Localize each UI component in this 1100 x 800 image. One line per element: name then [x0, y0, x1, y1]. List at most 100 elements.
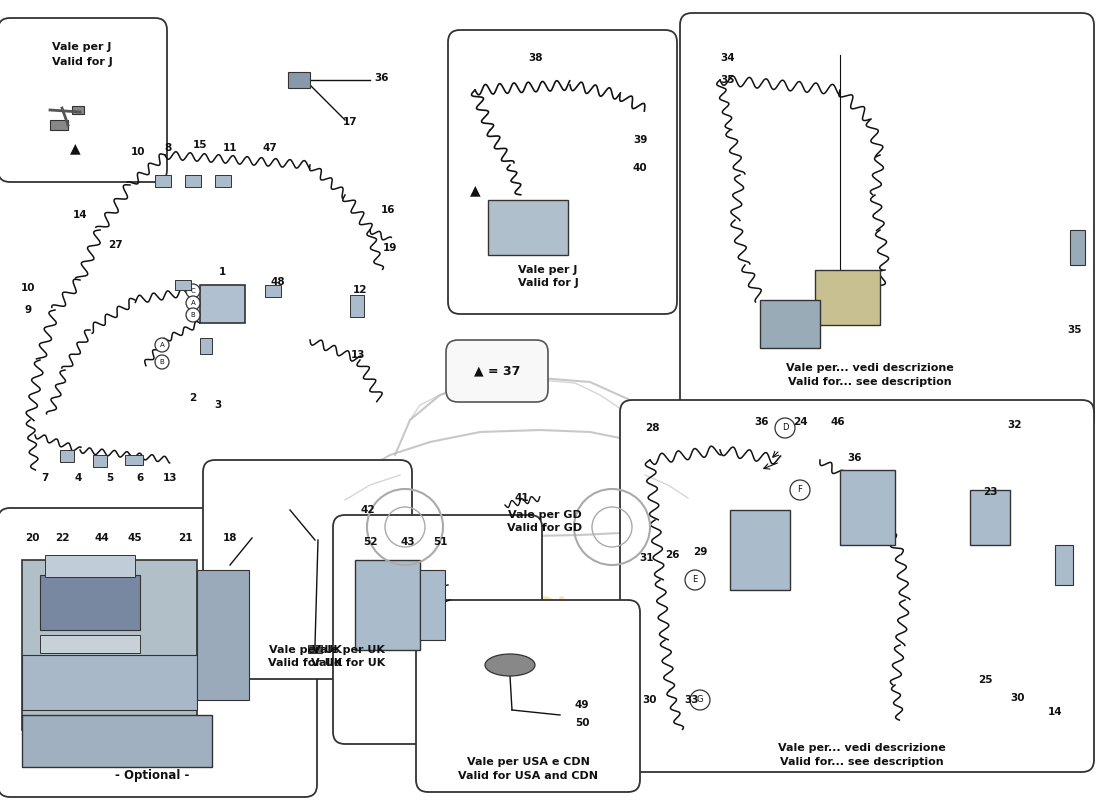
Text: G: G: [696, 695, 703, 705]
Bar: [175, 280, 191, 290]
Text: 39: 39: [632, 135, 647, 145]
Text: 11: 11: [222, 143, 238, 153]
Bar: [155, 175, 170, 187]
Text: 10: 10: [131, 147, 145, 157]
Text: 24: 24: [793, 417, 807, 427]
Text: Valid for GD: Valid for GD: [507, 523, 583, 533]
Text: Valid for J: Valid for J: [52, 57, 112, 67]
Bar: [308, 645, 322, 653]
Text: 40: 40: [632, 163, 647, 173]
Text: 36: 36: [375, 73, 389, 83]
Text: 36: 36: [755, 417, 769, 427]
Bar: [200, 338, 212, 354]
Circle shape: [790, 480, 810, 500]
Text: 46: 46: [830, 417, 845, 427]
Text: 5: 5: [107, 473, 113, 483]
Circle shape: [155, 355, 169, 369]
Bar: [22, 560, 197, 730]
Text: Vale per J: Vale per J: [53, 42, 112, 52]
Text: 41: 41: [515, 493, 529, 503]
Bar: [40, 635, 140, 653]
Text: Vale per GD: Vale per GD: [508, 510, 582, 520]
Text: 29: 29: [693, 547, 707, 557]
Bar: [420, 570, 446, 640]
Text: a passion for parts since 1985: a passion for parts since 1985: [276, 496, 684, 664]
FancyBboxPatch shape: [204, 460, 412, 679]
Text: 38: 38: [529, 53, 543, 63]
Bar: [355, 560, 420, 650]
Text: 14: 14: [1047, 707, 1063, 717]
Circle shape: [685, 570, 705, 590]
Circle shape: [690, 690, 710, 710]
Bar: [185, 175, 201, 187]
Text: 25: 25: [978, 675, 992, 685]
Text: 16: 16: [381, 205, 395, 215]
Text: 6: 6: [136, 473, 144, 483]
Text: Vale per... vedi descrizione: Vale per... vedi descrizione: [778, 743, 946, 753]
Bar: [125, 455, 143, 465]
Text: 10: 10: [21, 283, 35, 293]
Circle shape: [186, 308, 200, 322]
Bar: [815, 270, 880, 325]
Text: 17: 17: [343, 117, 358, 127]
Text: Valid for... see description: Valid for... see description: [780, 757, 944, 767]
Bar: [288, 72, 310, 88]
Circle shape: [186, 284, 200, 298]
Text: ▲ = 37: ▲ = 37: [474, 365, 520, 378]
Text: - Optional -: - Optional -: [114, 769, 189, 782]
Bar: [50, 120, 68, 130]
Bar: [760, 300, 820, 348]
Bar: [970, 490, 1010, 545]
Text: 20: 20: [24, 533, 40, 543]
Text: Valid for UK: Valid for UK: [268, 658, 342, 668]
Bar: [22, 655, 197, 710]
Circle shape: [155, 338, 169, 352]
Bar: [1055, 545, 1072, 585]
Text: 48: 48: [271, 277, 285, 287]
FancyBboxPatch shape: [0, 508, 317, 797]
Text: 21: 21: [178, 533, 192, 543]
Text: 30: 30: [642, 695, 658, 705]
Text: 31: 31: [640, 553, 654, 563]
Text: 49: 49: [574, 700, 590, 710]
FancyBboxPatch shape: [620, 400, 1094, 772]
Text: 44: 44: [95, 533, 109, 543]
FancyBboxPatch shape: [448, 30, 676, 314]
Text: 15: 15: [192, 140, 207, 150]
Text: 30: 30: [1011, 693, 1025, 703]
Bar: [200, 285, 245, 323]
Text: 19: 19: [383, 243, 397, 253]
Bar: [840, 470, 895, 545]
Bar: [197, 570, 249, 700]
Text: 13: 13: [351, 350, 365, 360]
Text: 43: 43: [400, 537, 416, 547]
FancyBboxPatch shape: [680, 13, 1094, 432]
FancyBboxPatch shape: [333, 515, 542, 744]
Text: 36: 36: [848, 453, 862, 463]
Bar: [214, 175, 231, 187]
Bar: [1070, 230, 1085, 265]
Bar: [60, 450, 74, 462]
Text: 32: 32: [1008, 420, 1022, 430]
Text: 52: 52: [363, 537, 377, 547]
Bar: [72, 106, 84, 114]
FancyBboxPatch shape: [0, 18, 167, 182]
Text: ▲: ▲: [69, 141, 80, 155]
Text: Valid for J: Valid for J: [518, 278, 579, 288]
Bar: [45, 555, 135, 577]
Text: 1: 1: [219, 267, 225, 277]
Text: E: E: [692, 575, 697, 585]
Bar: [730, 510, 790, 590]
Text: 50: 50: [574, 718, 590, 728]
Text: Vale per... vedi descrizione: Vale per... vedi descrizione: [786, 363, 954, 373]
Text: 13: 13: [163, 473, 177, 483]
Text: C: C: [190, 288, 196, 294]
Text: A: A: [190, 300, 196, 306]
Text: 33: 33: [684, 695, 700, 705]
Text: 27: 27: [108, 240, 122, 250]
Text: 7: 7: [42, 473, 48, 483]
Text: 3: 3: [214, 400, 221, 410]
Text: 51: 51: [432, 537, 448, 547]
Text: 23: 23: [982, 487, 998, 497]
Text: Vale per USA e CDN: Vale per USA e CDN: [466, 757, 590, 767]
